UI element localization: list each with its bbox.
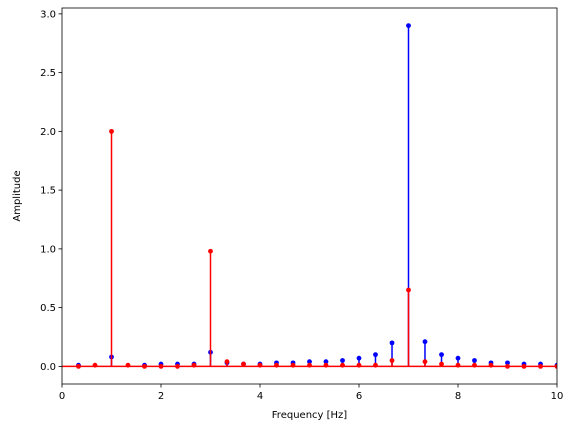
y-tick-label: 0.5: [40, 303, 56, 314]
stem-marker: [356, 355, 362, 361]
stem-marker: [208, 248, 213, 254]
stem-marker: [109, 128, 114, 134]
y-tick-label: 1.5: [40, 186, 56, 197]
x-tick-label: 0: [59, 391, 65, 402]
y-tick-label: 2.5: [40, 68, 56, 79]
series-group: [62, 23, 557, 369]
stem-marker: [406, 287, 411, 293]
x-tick-label: 4: [257, 391, 263, 402]
y-tick-label: 2.0: [40, 127, 56, 138]
stem-marker: [439, 352, 444, 358]
stem-marker: [505, 360, 510, 366]
stem-marker: [455, 355, 461, 361]
stem-marker: [224, 359, 230, 365]
series-1: [76, 128, 557, 369]
y-axis-label: Amplitude: [12, 170, 23, 221]
stem-marker: [422, 339, 428, 345]
y-tick-label: 3.0: [40, 9, 56, 20]
x-axis-label: Frequency [Hz]: [272, 410, 348, 421]
stem-marker: [389, 358, 395, 363]
x-tick-label: 8: [455, 391, 461, 402]
y-tick-label: 0.0: [40, 362, 56, 373]
stem-marker: [439, 361, 444, 367]
stem-marker: [422, 359, 428, 365]
plot-area: [62, 23, 557, 369]
axes-frame: [61, 7, 558, 385]
stem-marker: [340, 358, 345, 363]
stem-marker: [307, 359, 312, 365]
x-axis-ticks: 0 2 4 6 8 10: [59, 384, 564, 402]
stem-marker: [241, 361, 246, 367]
stem-marker: [406, 23, 411, 29]
y-tick-label: 1.0: [40, 244, 56, 255]
stem-marker: [389, 340, 395, 346]
y-axis-ticks: 0.0 0.5 1.0 1.5 2.0 2.5 3.0: [40, 9, 62, 373]
series-0: [76, 23, 557, 368]
stem-marker: [323, 359, 329, 365]
x-tick-label: 2: [158, 391, 164, 402]
stem-marker: [472, 358, 477, 363]
x-tick-label: 6: [356, 391, 362, 402]
stem-marker: [373, 352, 378, 358]
x-tick-label: 10: [551, 391, 564, 402]
